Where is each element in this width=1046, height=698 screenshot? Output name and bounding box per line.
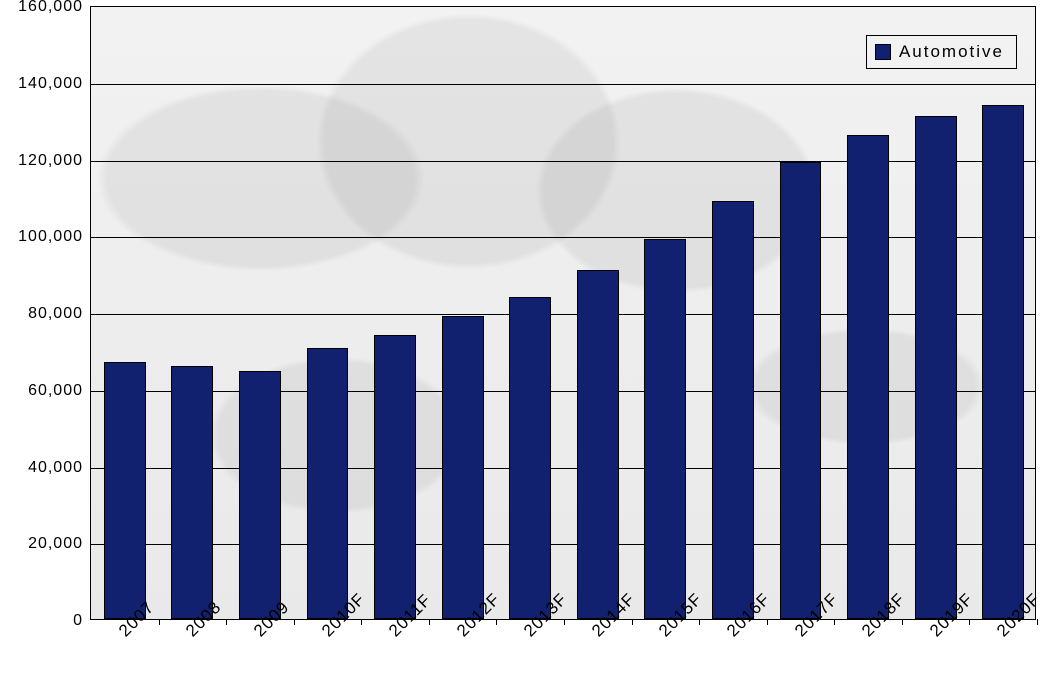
y-tick-label: 160,000 bbox=[18, 0, 91, 16]
y-tick-label: 60,000 bbox=[28, 382, 91, 400]
gridline bbox=[91, 314, 1035, 315]
y-tick-label: 80,000 bbox=[28, 305, 91, 323]
legend: Automotive bbox=[866, 35, 1017, 69]
y-tick-label: 100,000 bbox=[18, 228, 91, 246]
x-tick bbox=[767, 619, 768, 625]
y-tick-label: 20,000 bbox=[28, 535, 91, 553]
bar bbox=[104, 362, 146, 619]
x-tick bbox=[294, 619, 295, 625]
bar bbox=[644, 239, 686, 619]
bar-chart: Automotive 0 20,000 40,000 60,000 80,000 100,… bbox=[0, 0, 1046, 698]
x-tick bbox=[361, 619, 362, 625]
bar bbox=[374, 335, 416, 619]
x-tick bbox=[834, 619, 835, 625]
gridline bbox=[91, 544, 1035, 545]
bar bbox=[780, 162, 822, 619]
bar bbox=[239, 371, 281, 619]
gridline bbox=[91, 161, 1035, 162]
x-tick bbox=[902, 619, 903, 625]
legend-swatch bbox=[875, 44, 891, 60]
gridline bbox=[91, 84, 1035, 85]
bar bbox=[509, 297, 551, 619]
legend-label: Automotive bbox=[899, 42, 1004, 62]
gridline bbox=[91, 391, 1035, 392]
x-tick bbox=[429, 619, 430, 625]
plot-area: Automotive 020,00040,00060,00080,000100,… bbox=[90, 6, 1036, 620]
bar bbox=[915, 116, 957, 619]
x-tick bbox=[1037, 619, 1038, 625]
x-tick bbox=[496, 619, 497, 625]
bar bbox=[847, 135, 889, 619]
y-tick-label: 0 bbox=[73, 612, 91, 630]
gridline bbox=[91, 237, 1035, 238]
x-tick bbox=[632, 619, 633, 625]
x-tick bbox=[226, 619, 227, 625]
x-tick bbox=[159, 619, 160, 625]
bar bbox=[577, 270, 619, 619]
gridline bbox=[91, 468, 1035, 469]
x-tick bbox=[699, 619, 700, 625]
x-tick bbox=[564, 619, 565, 625]
bar bbox=[982, 105, 1024, 619]
y-tick-label: 140,000 bbox=[18, 75, 91, 93]
x-tick bbox=[969, 619, 970, 625]
bar bbox=[171, 366, 213, 619]
bar bbox=[442, 316, 484, 619]
y-tick-label: 120,000 bbox=[18, 152, 91, 170]
bar bbox=[307, 348, 349, 619]
bar bbox=[712, 201, 754, 619]
y-tick-label: 40,000 bbox=[28, 459, 91, 477]
